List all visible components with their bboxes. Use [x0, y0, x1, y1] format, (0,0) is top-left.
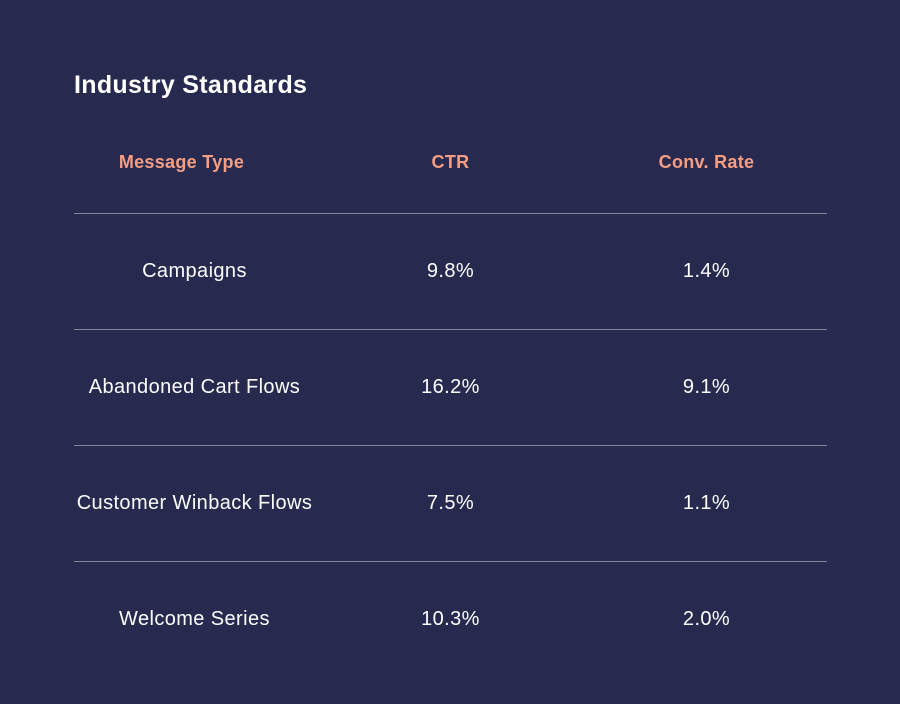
table-row: Campaigns 9.8% 1.4% — [74, 212, 827, 329]
column-header-ctr: CTR — [431, 151, 470, 172]
cell-conv-rate: 2.0% — [586, 560, 827, 677]
table-row: Welcome Series 10.3% 2.0% — [74, 560, 827, 677]
cell-message-type: Welcome Series — [74, 560, 315, 677]
column-header-message-type: Message Type — [118, 151, 245, 172]
cell-message-type: Customer Winback Flows — [74, 444, 315, 561]
industry-standards-table: Message Type CTR Conv. Rate Campaigns 9.… — [74, 102, 827, 677]
cell-conv-rate: 1.1% — [586, 444, 827, 561]
table-row: Customer Winback Flows 7.5% 1.1% — [74, 444, 827, 561]
cell-message-type: Abandoned Cart Flows — [74, 328, 315, 445]
cell-ctr: 9.8% — [314, 212, 587, 329]
cell-conv-rate: 9.1% — [586, 328, 827, 445]
page-title: Industry Standards — [74, 71, 308, 99]
table-header-row: Message Type CTR Conv. Rate — [74, 102, 827, 213]
column-header-conv-rate: Conv. Rate — [658, 151, 755, 172]
cell-ctr: 7.5% — [314, 444, 587, 561]
cell-ctr: 10.3% — [314, 560, 587, 677]
cell-message-type: Campaigns — [74, 212, 315, 329]
table-row: Abandoned Cart Flows 16.2% 9.1% — [74, 328, 827, 445]
cell-ctr: 16.2% — [314, 328, 587, 445]
cell-conv-rate: 1.4% — [586, 212, 827, 329]
